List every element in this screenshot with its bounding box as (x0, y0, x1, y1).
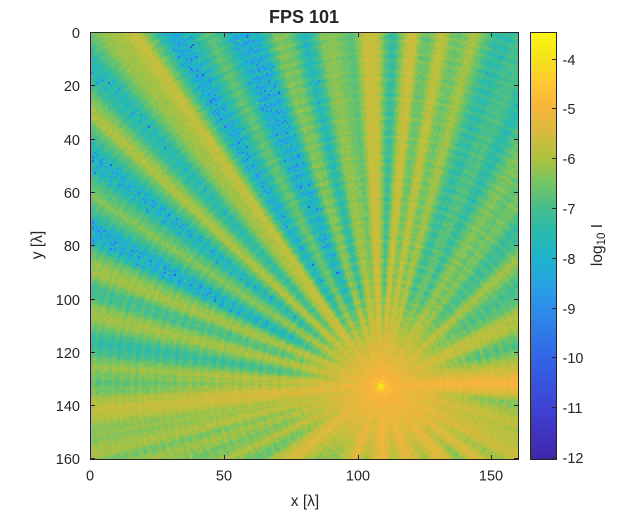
svg-text:100: 100 (346, 469, 370, 485)
svg-text:-4: -4 (563, 53, 576, 69)
svg-text:y [λ]: y [λ] (29, 231, 46, 259)
svg-text:0: 0 (72, 26, 80, 42)
svg-text:-7: -7 (563, 202, 576, 218)
svg-text:-12: -12 (563, 451, 584, 467)
svg-text:40: 40 (64, 133, 80, 149)
svg-text:-5: -5 (563, 102, 576, 118)
svg-text:-9: -9 (563, 302, 576, 318)
svg-text:60: 60 (64, 186, 80, 202)
svg-text:100: 100 (56, 293, 80, 309)
svg-text:-11: -11 (563, 401, 583, 417)
svg-text:150: 150 (479, 469, 503, 485)
svg-text:20: 20 (64, 79, 80, 95)
svg-text:80: 80 (64, 239, 80, 255)
svg-text:0: 0 (86, 469, 94, 485)
svg-text:50: 50 (216, 469, 232, 485)
svg-text:FPS 101: FPS 101 (269, 7, 339, 27)
svg-text:120: 120 (56, 346, 80, 362)
svg-text:-8: -8 (563, 252, 576, 268)
svg-text:-10: -10 (563, 351, 584, 367)
svg-text:160: 160 (56, 452, 80, 468)
svg-text:x [λ]: x [λ] (291, 493, 319, 510)
svg-text:140: 140 (56, 399, 80, 415)
svg-text:-6: -6 (563, 152, 576, 168)
